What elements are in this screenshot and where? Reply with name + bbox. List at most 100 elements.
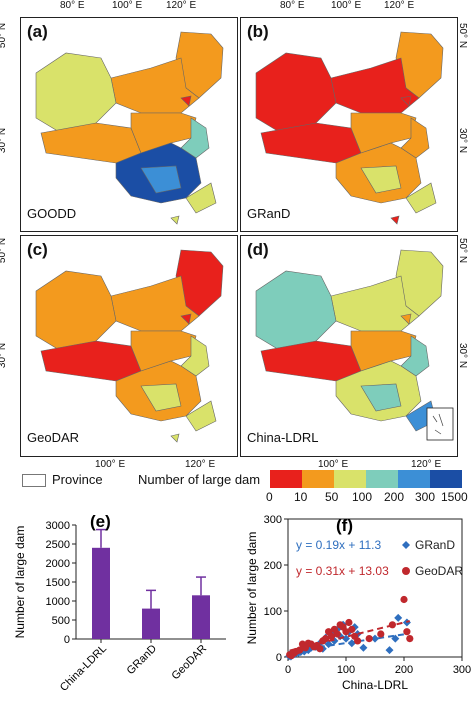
legend-label: GRanD	[415, 538, 455, 552]
lat-tick: 50° N	[0, 23, 9, 49]
data-point-geodar	[400, 595, 408, 604]
data-point-grand	[324, 640, 333, 649]
legend-label: GeoDAR	[415, 564, 463, 578]
panel-tag: (d)	[247, 240, 269, 259]
data-point-grand	[391, 634, 400, 643]
panel-name: GOODD	[27, 206, 77, 221]
y-tick-label: 3000	[46, 520, 70, 532]
legend-marker	[402, 567, 410, 575]
x-tick-label: 0	[285, 664, 291, 676]
data-point-geodar	[345, 618, 353, 627]
y-tick-label: 500	[52, 615, 70, 627]
data-point-geodar	[377, 630, 385, 638]
data-point-grand	[300, 647, 309, 656]
map-panel-grand: (b) GRanD	[240, 17, 458, 232]
data-point-geodar	[348, 625, 356, 633]
bar	[192, 595, 210, 639]
map-panel-goodd: (a) GOODD	[20, 17, 238, 232]
colorbar-tick: 50	[325, 490, 339, 504]
lat-tick: 30° N	[457, 342, 469, 369]
china-map-goodd	[35, 31, 224, 225]
data-point-geodar	[354, 637, 362, 645]
lon-tick: 120° E	[185, 459, 216, 470]
lon-tick: 100° E	[331, 0, 362, 11]
y-axis-label: Number of large dam	[245, 532, 259, 645]
scatter-chart: 0 100 200 300 0 100 200 300 China-LDRL Number of …	[245, 514, 471, 692]
lat-tick: 50° N	[457, 237, 469, 264]
lon-tick: 120° E	[384, 0, 415, 11]
lon-tick: 100° E	[318, 459, 349, 470]
data-point-grand	[342, 634, 350, 643]
y-tick-label: 0	[276, 652, 282, 664]
y-tick-label: 2000	[46, 558, 70, 570]
lat-tick: 30° N	[0, 128, 9, 154]
colorbar-tick: 100	[352, 490, 373, 504]
panel-tag: (c)	[27, 240, 48, 259]
bar	[92, 547, 110, 639]
x-tick-label: 100	[337, 664, 355, 676]
map-panel-china-ldrl: (d) China-LDRL	[240, 235, 458, 457]
panel-name: GRanD	[247, 206, 291, 221]
y-tick-label: 2500	[46, 539, 70, 551]
data-point-grand	[394, 613, 403, 622]
y-tick-label: 200	[264, 560, 282, 572]
colorbar-tick: 10	[294, 490, 308, 504]
trend-line	[289, 620, 411, 652]
province-swatch	[22, 474, 46, 487]
colorbar-bin	[366, 470, 398, 488]
lon-tick: 120° E	[166, 0, 197, 11]
data-point-grand	[385, 646, 394, 655]
panel-name: GeoDAR	[27, 430, 80, 445]
colorbar	[270, 470, 462, 488]
data-point-geodar	[316, 645, 324, 653]
legend-marker	[402, 541, 410, 549]
lon-tick: 120° E	[411, 459, 442, 470]
lat-tick: 30° N	[457, 127, 469, 154]
colorbar-bin	[270, 470, 302, 488]
colorbar-tick: 0	[266, 490, 273, 504]
colorbar-bin	[334, 470, 366, 488]
data-point-geodar	[342, 628, 350, 636]
lat-tick: 50° N	[0, 238, 9, 264]
x-axis-label: China-LDRL	[342, 678, 408, 692]
data-point-geodar	[406, 635, 414, 643]
x-tick-label: GRanD	[125, 643, 159, 677]
data-point-grand	[371, 634, 379, 643]
map-panel-geodar: (c) GeoDAR	[20, 235, 238, 457]
china-map-grand	[255, 31, 444, 225]
x-tick-label: China-LDRL	[58, 643, 109, 694]
y-tick-label: 1000	[46, 596, 70, 608]
x-tick-label: 300	[453, 664, 471, 676]
y-tick-label: 1500	[46, 577, 70, 589]
panel-tag: (b)	[247, 22, 269, 41]
y-tick-label: 0	[64, 634, 70, 646]
lon-tick: 80° E	[280, 0, 305, 11]
data-point-geodar	[365, 635, 373, 643]
colorbar-bin	[398, 470, 430, 488]
colorbar-title: Number of large dam	[138, 472, 261, 487]
colorbar-tick: 300	[415, 490, 436, 504]
colorbar-tick: 200	[384, 490, 405, 504]
lat-tick: 50° N	[457, 22, 469, 49]
x-tick-label: 200	[395, 664, 413, 676]
bar	[142, 608, 160, 639]
panel-tag: (e)	[90, 512, 111, 531]
colorbar-bin	[302, 470, 334, 488]
y-tick-label: 300	[264, 514, 282, 526]
y-tick-label: 100	[264, 606, 282, 618]
lat-tick: 30° N	[0, 343, 9, 369]
plot-frame	[287, 518, 463, 658]
bar-chart: 0 500 1000 1500 2000 2500 3000 China-LDRL GRanD G…	[13, 512, 226, 694]
colorbar-bin	[430, 470, 462, 488]
china-map-china-ldrl	[255, 249, 454, 441]
lon-tick: 100° E	[112, 0, 143, 11]
regression-equation: y = 0.31x + 13.03	[296, 564, 389, 578]
province-label: Province	[52, 472, 103, 487]
data-point-geodar	[333, 630, 341, 638]
panel-tag: (a)	[27, 22, 48, 41]
data-point-grand	[359, 643, 368, 652]
data-point-geodar	[327, 632, 336, 640]
x-tick-label: GeoDAR	[170, 643, 210, 683]
regression-equation: y = 0.19x + 11.3	[296, 538, 381, 552]
data-point-grand	[304, 646, 313, 655]
